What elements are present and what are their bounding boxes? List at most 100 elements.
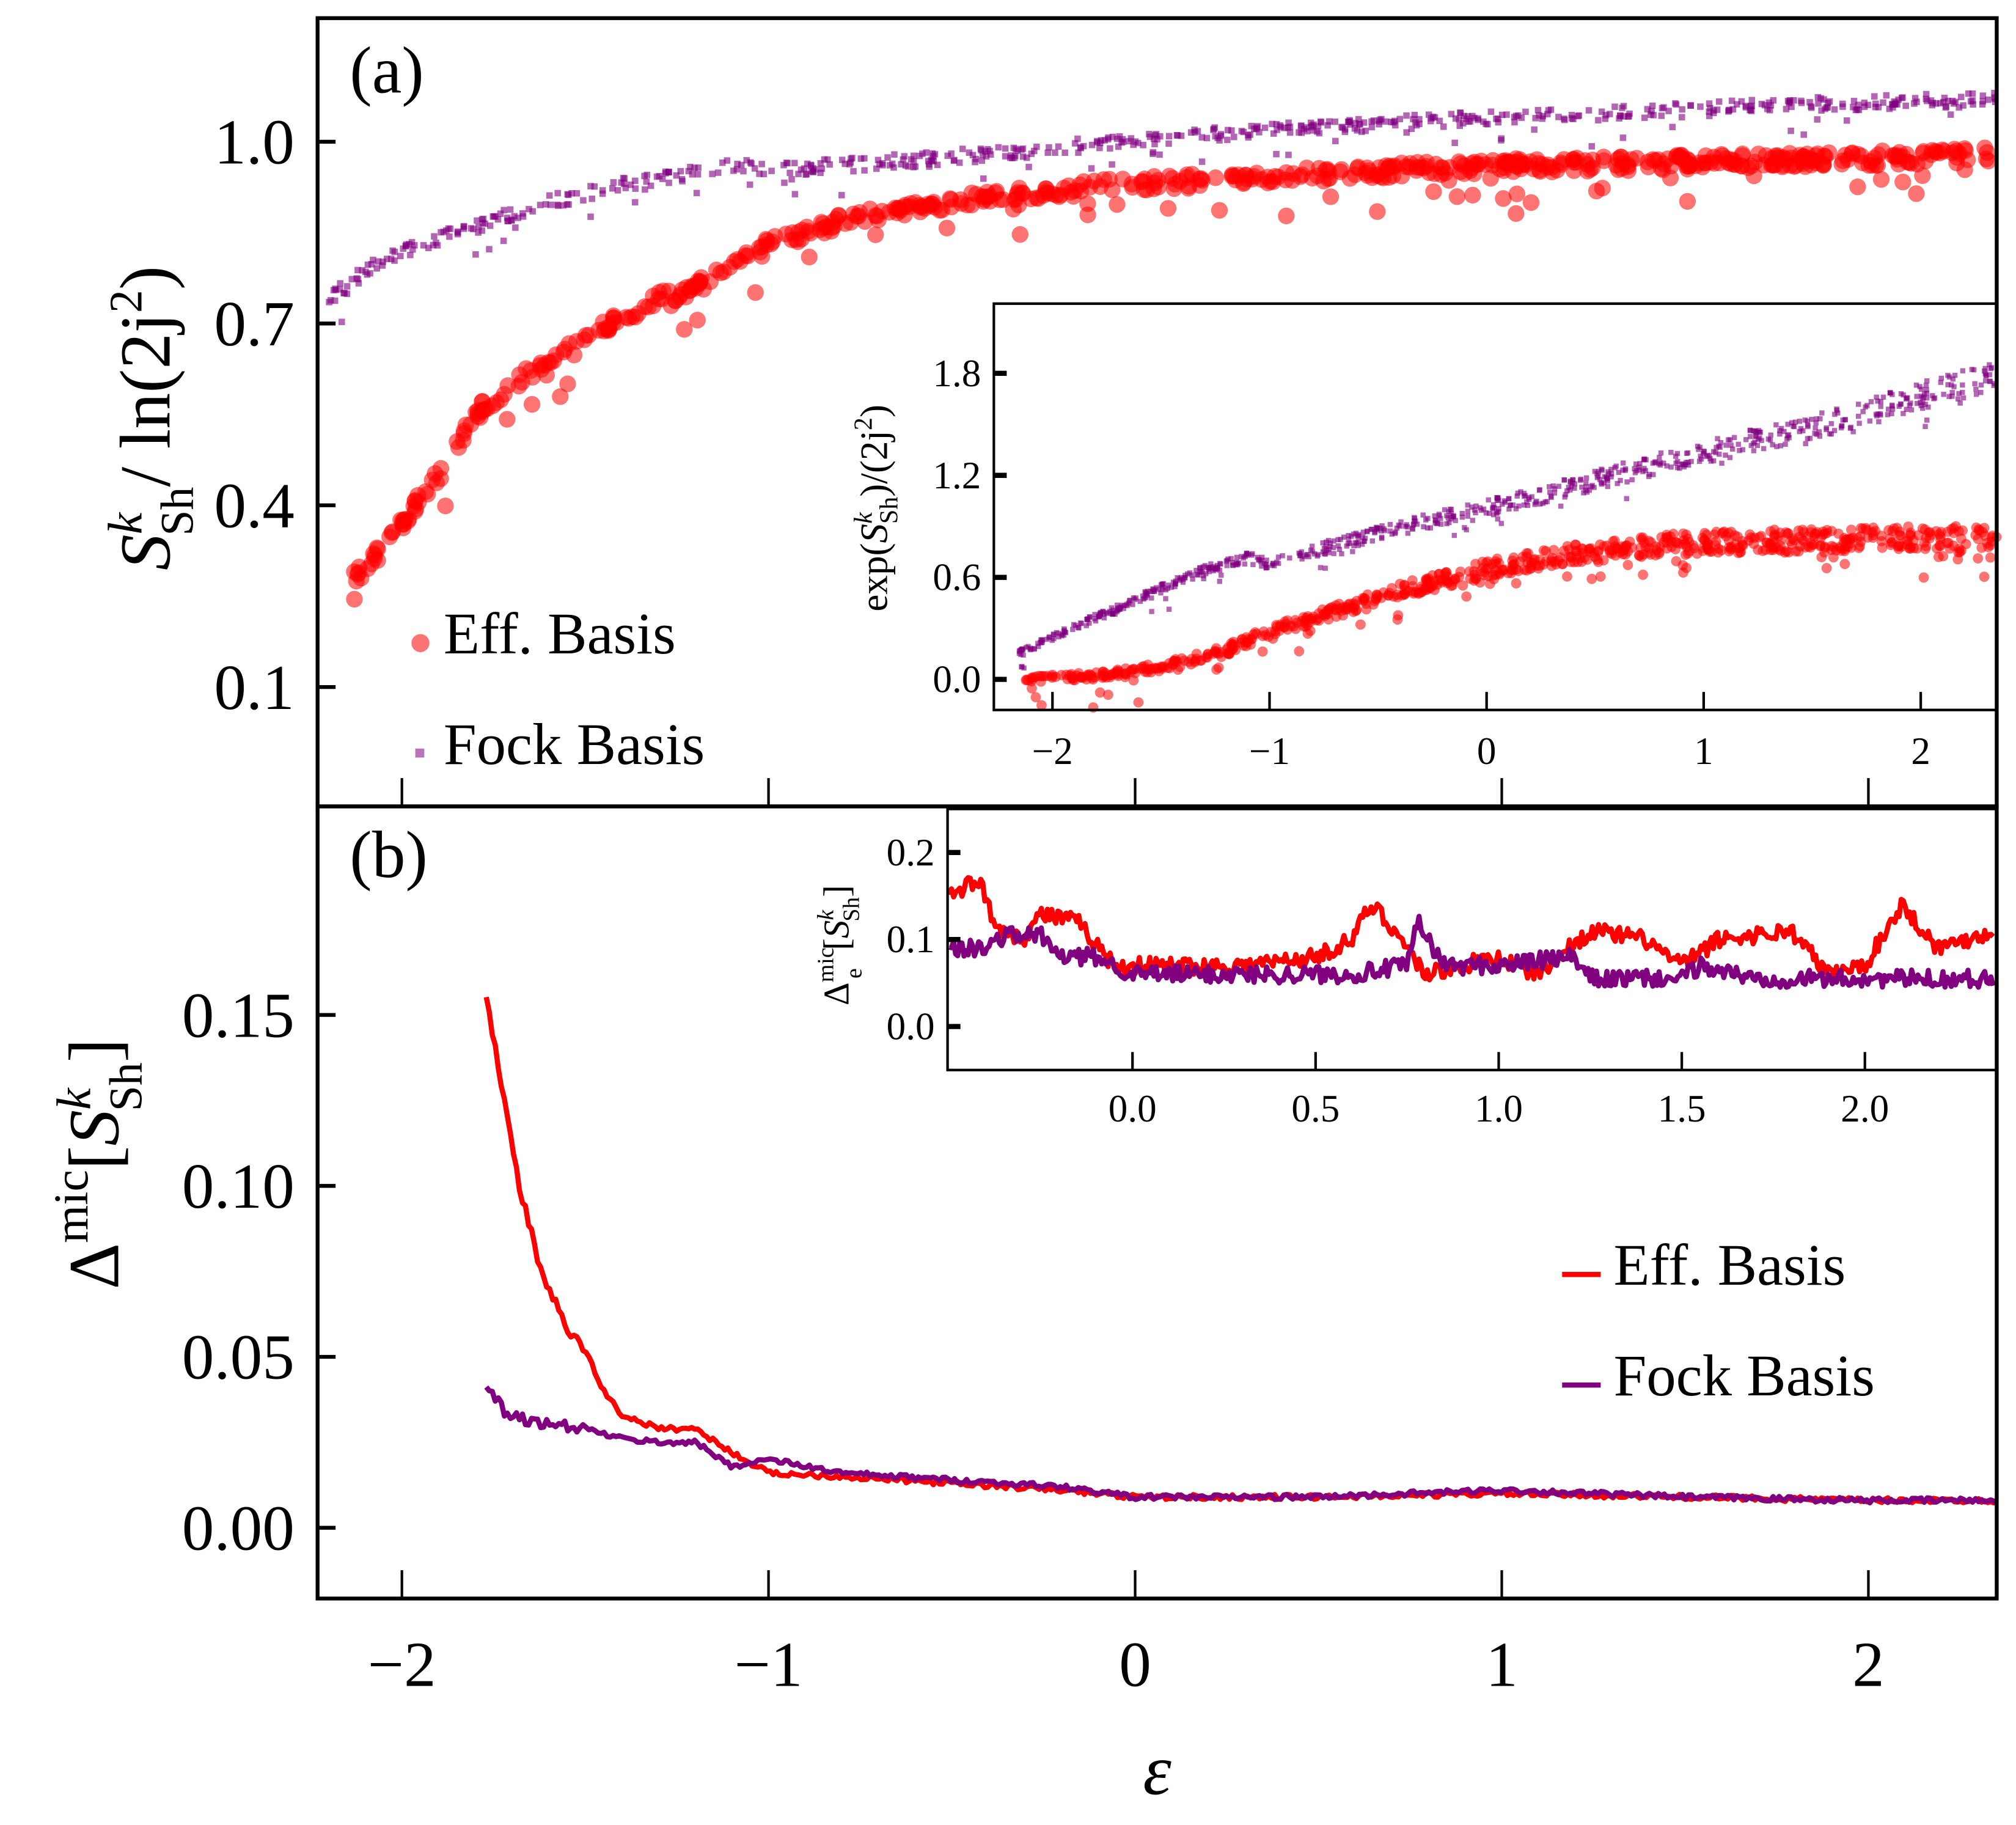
fock-basis-point (1391, 117, 1398, 125)
fock-basis-point (1239, 554, 1244, 559)
fock-basis-point (641, 172, 648, 180)
fock-basis-point (621, 175, 628, 182)
fock-basis-point (1918, 403, 1924, 408)
fock-basis-point (1360, 529, 1366, 535)
fock-basis-point (1231, 133, 1237, 141)
fock-basis-point (691, 164, 698, 171)
fock-basis-point (1569, 483, 1574, 489)
fock-basis-point (981, 148, 989, 155)
fock-basis-point (1753, 433, 1759, 439)
fock-basis-point (1695, 443, 1701, 449)
fock-basis-point (1714, 106, 1721, 113)
fock-basis-point (1285, 124, 1292, 131)
eff-basis-point (1351, 606, 1362, 616)
fock-basis-point (1104, 611, 1110, 616)
legend-eff-label: Eff. Basis (444, 601, 676, 666)
fock-basis-point (934, 161, 941, 169)
fock-basis-point (1172, 584, 1178, 589)
fock-basis-point (966, 149, 973, 156)
fock-basis-point (1350, 549, 1355, 554)
fock-basis-point (475, 229, 482, 236)
fock-basis-point (1740, 447, 1745, 452)
fock-basis-point (1918, 386, 1924, 392)
eff-basis-point (1027, 683, 1037, 694)
fock-basis-point (1604, 474, 1609, 480)
fock-basis-point (1522, 493, 1528, 499)
fock-basis-point (1149, 595, 1154, 601)
fock-basis-point (1915, 400, 1920, 406)
eff-basis-point (1805, 542, 1816, 553)
fock-basis-point (1756, 428, 1762, 433)
fock-basis-point (904, 163, 912, 170)
fock-basis-point (1868, 399, 1874, 405)
eff-basis-point (450, 439, 467, 456)
fock-basis-point (1752, 439, 1758, 445)
fock-basis-point (1798, 97, 1805, 105)
fock-basis-point (804, 160, 811, 167)
fock-basis-point (1850, 429, 1856, 435)
eff-basis-point (1618, 549, 1629, 560)
fock-basis-point (1713, 450, 1718, 455)
fock-basis-point (1436, 117, 1443, 125)
fock-basis-point (874, 156, 882, 164)
y-tick-label: 0.15 (182, 979, 295, 1051)
eff-basis-point (660, 282, 677, 299)
fock-basis-point (1708, 458, 1714, 464)
fock-basis-point (1410, 526, 1416, 532)
fock-basis-point (1414, 521, 1420, 527)
fock-basis-point (1481, 506, 1487, 512)
eff-basis-point (1976, 542, 1987, 553)
fock-basis-point (1583, 475, 1589, 481)
fock-basis-point (1126, 138, 1133, 145)
fock-basis-point (446, 233, 453, 240)
fock-basis-point (1490, 502, 1497, 508)
eff-basis-point (1463, 155, 1481, 172)
eff-basis-point (881, 204, 898, 221)
fock-basis-point (802, 171, 809, 178)
fock-basis-point (734, 160, 741, 167)
eff-basis-point (1511, 578, 1522, 589)
y-tick-label: 0.7 (214, 288, 294, 359)
fock-basis-point (1957, 94, 1965, 100)
eff-basis-point (469, 408, 486, 425)
fock-basis-point (677, 167, 684, 175)
fock-basis-point (1109, 161, 1115, 168)
fock-basis-point (768, 167, 775, 174)
fock-basis-point (1473, 510, 1478, 516)
fock-basis-point (891, 151, 898, 158)
eff-basis-point (1211, 664, 1222, 675)
fock-basis-point (1861, 103, 1868, 110)
fock-basis-point (1547, 490, 1553, 495)
fock-basis-point (1751, 428, 1756, 434)
fock-basis-point (1542, 499, 1548, 505)
fock-basis-point (1092, 616, 1098, 622)
fock-basis-point (1285, 119, 1292, 127)
fock-basis-point (1021, 665, 1027, 671)
fock-basis-point (1687, 102, 1694, 109)
fock-basis-point (1972, 381, 1978, 387)
fock-basis-point (1234, 554, 1240, 560)
eff-basis-point (1052, 186, 1069, 204)
eff-basis-point (405, 498, 422, 515)
x-tick-label: 0 (1477, 730, 1497, 773)
fock-basis-point (375, 258, 382, 265)
fock-basis-point (1611, 103, 1618, 110)
fock-basis-point (1814, 94, 1822, 101)
eff-basis-point (1973, 524, 1984, 535)
fock-basis-point (1503, 111, 1510, 118)
fock-basis-point (1579, 484, 1585, 490)
fock-basis-point (1786, 432, 1792, 438)
fock-basis-point (1818, 107, 1825, 114)
fock-basis-point (1938, 380, 1944, 385)
fock-basis-point (1432, 513, 1437, 519)
fock-basis-point (391, 257, 398, 264)
eff-basis-point (1588, 182, 1605, 200)
eff-basis-point (1253, 171, 1270, 188)
x-tick-label: 1.5 (1658, 1087, 1706, 1130)
fock-basis-point (1730, 446, 1736, 452)
eff-basis-point (394, 516, 411, 533)
fock-basis-point (1203, 134, 1211, 142)
eff-basis-point (437, 498, 454, 515)
fock-basis-point (1351, 531, 1357, 537)
fock-basis-point (1809, 416, 1814, 422)
